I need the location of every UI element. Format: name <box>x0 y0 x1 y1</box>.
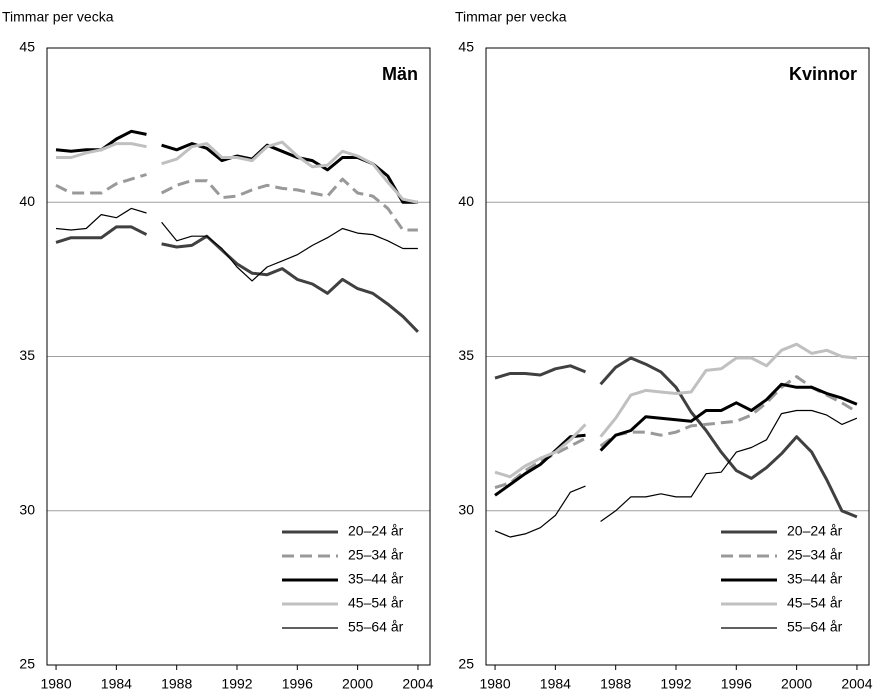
panel-title: Kvinnor <box>789 64 857 84</box>
y-tick-label: 30 <box>458 501 474 517</box>
series-line <box>55 173 418 232</box>
legend-label: 45–54 år <box>787 595 843 611</box>
y-axis-label: Timmar per vecka <box>2 9 114 25</box>
x-tick-label: 2004 <box>402 676 433 692</box>
x-tick-label: 1996 <box>282 676 313 692</box>
y-tick-label: 35 <box>458 347 474 363</box>
series-line <box>494 342 858 479</box>
legend-label: 45–54 år <box>348 595 404 611</box>
y-tick-label: 35 <box>19 347 35 363</box>
plot-frame <box>485 47 870 666</box>
x-tick-label: 1992 <box>221 676 252 692</box>
x-tick-label: 1988 <box>600 676 631 692</box>
x-tick-label: 2004 <box>841 676 872 692</box>
legend-label: 55–64 år <box>348 619 404 635</box>
y-tick-label: 40 <box>458 193 474 209</box>
series-line <box>55 129 418 204</box>
series-line <box>55 207 418 282</box>
legend-label: 35–44 år <box>348 571 404 587</box>
x-tick-label: 1980 <box>40 676 71 692</box>
legend-label: 55–64 år <box>787 619 843 635</box>
y-tick-label: 25 <box>458 656 474 672</box>
series-line <box>494 382 858 497</box>
x-tick-label: 1988 <box>161 676 192 692</box>
y-axis-label: Timmar per vecka <box>455 9 567 25</box>
y-tick-label: 25 <box>19 656 35 672</box>
legend-label: 20–24 år <box>787 523 843 539</box>
x-tick-label: 2000 <box>781 676 812 692</box>
legend-label: 25–34 år <box>348 547 404 563</box>
y-tick-label: 30 <box>19 501 35 517</box>
legend-label: 35–44 år <box>787 571 843 587</box>
y-tick-label: 45 <box>458 39 474 55</box>
legend-label: 20–24 år <box>348 523 404 539</box>
series-line <box>56 140 419 204</box>
y-tick-label: 45 <box>19 39 35 55</box>
y-tick-label: 40 <box>19 193 35 209</box>
series-line <box>494 409 858 538</box>
panel-title: Män <box>382 64 418 84</box>
plot-frame <box>46 47 431 666</box>
series-line <box>55 225 419 333</box>
x-tick-label: 1980 <box>479 676 510 692</box>
legend-label: 25–34 år <box>787 547 843 563</box>
x-tick-label: 2000 <box>342 676 373 692</box>
x-tick-label: 1984 <box>540 676 571 692</box>
x-tick-label: 1992 <box>660 676 691 692</box>
x-tick-label: 1984 <box>101 676 132 692</box>
x-tick-label: 1996 <box>721 676 752 692</box>
